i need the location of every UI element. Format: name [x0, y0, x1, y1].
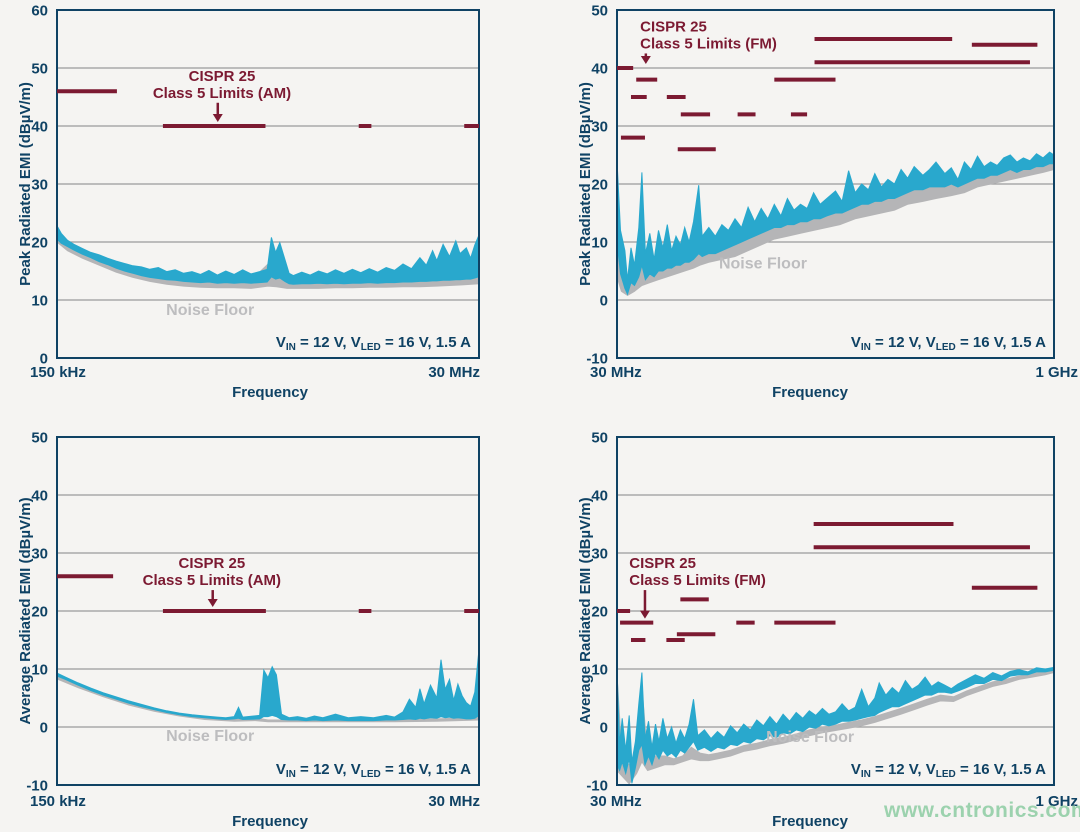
condition-label: VIN = 12 V, VLED = 16 V, 1.5 A	[851, 334, 1046, 353]
condition-label: VIN = 12 V, VLED = 16 V, 1.5 A	[276, 761, 471, 780]
x-tick-end: 1 GHz	[1035, 793, 1078, 810]
y-tick-label: 40	[591, 488, 608, 505]
cispr-label-line1: CISPR 25	[629, 555, 696, 572]
noise-floor-label: Noise Floor	[766, 729, 854, 746]
y-tick-label: 10	[591, 662, 608, 679]
y-tick-label: 20	[591, 177, 608, 194]
emi-band	[56, 649, 480, 722]
y-tick-label: 10	[591, 235, 608, 252]
y-tick-label: 30	[31, 177, 48, 194]
cispr-label-line2: Class 5 Limits (AM)	[143, 572, 281, 589]
chart-panel-average-fm: -10 0 10 20 30 40 50 Average Radiated EMI (dBµV…	[540, 416, 1080, 832]
y-tick-label: 40	[31, 488, 48, 505]
plot-frame	[56, 9, 480, 359]
chart-panel-average-am: -10 0 10 20 30 40 50 Average Radiated EMI (dBµV…	[0, 416, 540, 832]
y-tick-label: -10	[586, 778, 608, 795]
y-tick-label: -10	[26, 778, 48, 795]
y-tick-label: 30	[31, 546, 48, 563]
x-tick-start: 30 MHz	[590, 364, 642, 381]
x-axis-title: Frequency	[772, 813, 849, 830]
y-tick-label: 0	[40, 720, 48, 737]
emi-band	[56, 223, 480, 285]
y-tick-label: -10	[586, 351, 608, 368]
x-tick-start: 150 kHz	[30, 364, 86, 381]
y-axis-title: Peak Radiated EMI (dBµV/m)	[577, 82, 594, 286]
y-tick-label: 30	[591, 119, 608, 136]
y-tick-label: 60	[31, 3, 48, 20]
x-tick-start: 30 MHz	[590, 793, 642, 810]
cispr-label-line2: Class 5 Limits (FM)	[640, 35, 777, 52]
noise-floor-band	[616, 160, 1055, 296]
cispr-label-line2: Class 5 Limits (AM)	[153, 85, 291, 102]
y-axis-title: Peak Radiated EMI (dBµV/m)	[17, 82, 34, 286]
y-tick-label: 10	[31, 293, 48, 310]
y-tick-label: 20	[31, 604, 48, 621]
y-tick-label: 0	[600, 720, 608, 737]
noise-floor-label: Noise Floor	[166, 302, 254, 319]
watermark: www.cntronics.com	[884, 799, 1080, 822]
chart-panel-peak-fm: -10 0 10 20 30 40 50 Peak Radiated EMI (dBµV/m)…	[540, 0, 1080, 416]
y-tick-label: 20	[591, 604, 608, 621]
x-tick-start: 150 kHz	[30, 793, 86, 810]
cispr-arrow-head	[640, 56, 651, 64]
y-tick-label: 40	[591, 61, 608, 78]
condition-label: VIN = 12 V, VLED = 16 V, 1.5 A	[276, 334, 471, 353]
y-tick-label: 50	[31, 430, 48, 447]
y-tick-label: 50	[31, 61, 48, 78]
cispr-label-line1: CISPR 25	[179, 555, 246, 572]
chart-svg: -10 0 10 20 30 40 50 Average Radiated EMI (dBµV…	[17, 430, 480, 830]
y-tick-label: 40	[31, 119, 48, 136]
x-axis-title: Frequency	[232, 813, 309, 830]
y-tick-label: 50	[591, 3, 608, 20]
chart-svg: -10 0 10 20 30 40 50 Peak Radiated EMI (dBµV/m)…	[577, 3, 1078, 402]
y-tick-label: 30	[591, 546, 608, 563]
plot-frame	[616, 9, 1055, 359]
x-tick-end: 30 MHz	[428, 364, 480, 381]
cispr-label-line1: CISPR 25	[189, 68, 256, 85]
noise-floor-label: Noise Floor	[719, 256, 807, 273]
condition-label: VIN = 12 V, VLED = 16 V, 1.5 A	[851, 761, 1046, 780]
cispr-arrow-head	[639, 610, 650, 619]
y-axis-title: Average Radiated EMI (dBµV/m)	[17, 497, 34, 724]
x-tick-end: 30 MHz	[428, 793, 480, 810]
y-axis-title: Average Radiated EMI (dBµV/m)	[577, 497, 594, 724]
cispr-label-line2: Class 5 Limits (FM)	[629, 572, 766, 589]
cispr-arrow-head	[207, 599, 218, 607]
chart-svg: -10 0 10 20 30 40 50 Average Radiated EMI (dBµV…	[577, 430, 1078, 831]
chart-panel-peak-am: 0 10 20 30 40 50 60 Peak Radiated EMI (dBµV/m) 1…	[0, 0, 540, 416]
x-tick-end: 1 GHz	[1035, 364, 1078, 381]
cispr-arrow-head	[212, 114, 223, 122]
y-tick-label: 0	[40, 351, 48, 368]
y-tick-label: 50	[591, 430, 608, 447]
cispr-label-line1: CISPR 25	[640, 18, 707, 35]
y-tick-label: 0	[600, 293, 608, 310]
x-axis-title: Frequency	[232, 384, 309, 401]
chart-svg: 0 10 20 30 40 50 60 Peak Radiated EMI (dBµV/m) 1…	[17, 3, 480, 401]
y-tick-label: 10	[31, 662, 48, 679]
x-axis-title: Frequency	[772, 384, 849, 401]
noise-floor-label: Noise Floor	[166, 728, 254, 745]
y-tick-label: 20	[31, 235, 48, 252]
